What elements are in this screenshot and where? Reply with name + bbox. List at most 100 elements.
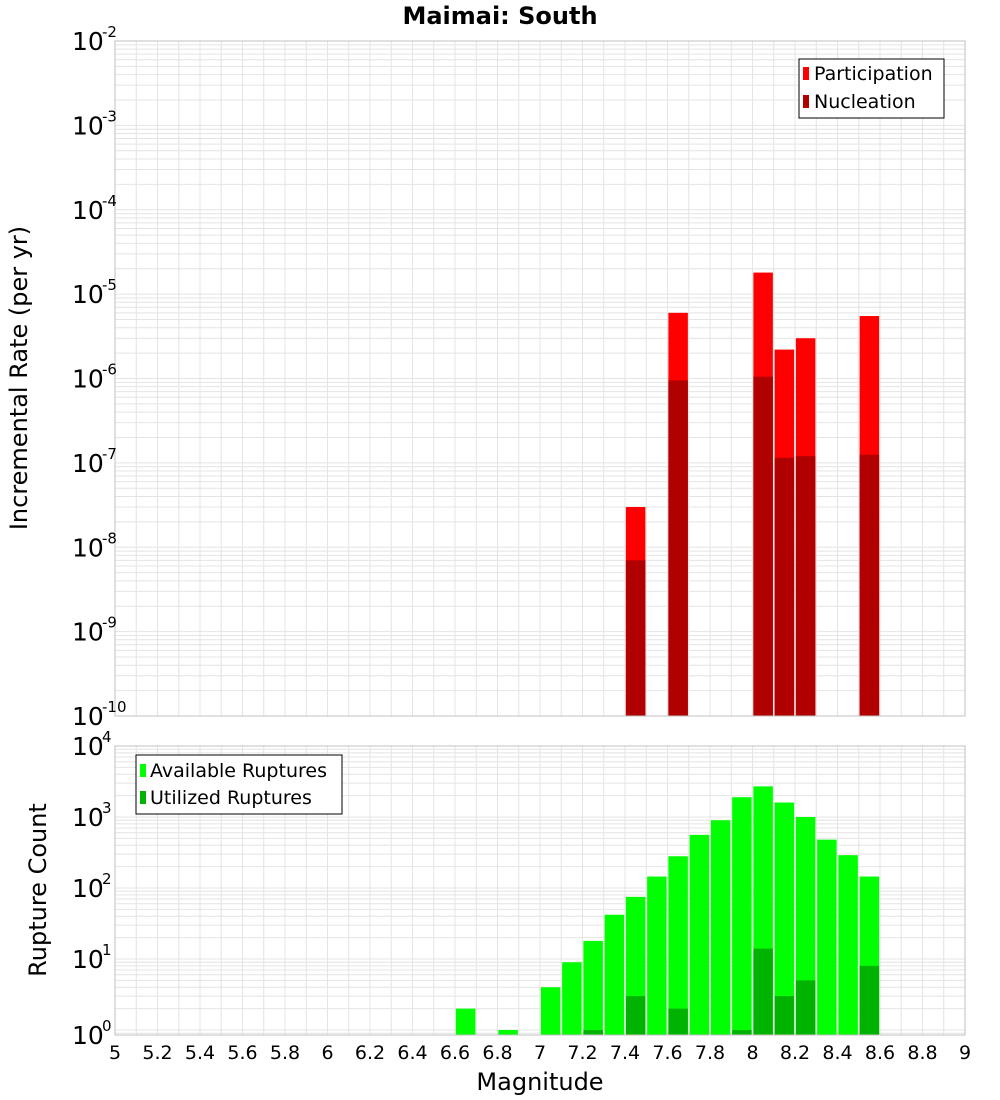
- bar-nucleation: [859, 454, 880, 716]
- x-tick-label: 7.2: [567, 1042, 597, 1064]
- legend-participation-swatch: [803, 67, 809, 80]
- y-tick-label: 10: [72, 803, 104, 832]
- bar-available: [732, 797, 752, 1035]
- y-tick-exponent: -4: [102, 192, 117, 210]
- x-tick-label: 8.8: [907, 1042, 937, 1064]
- y-tick-exponent: -5: [102, 276, 117, 294]
- x-tick-label: 6.6: [440, 1042, 470, 1064]
- bar-available: [455, 1008, 476, 1035]
- bar-nucleation: [774, 457, 795, 716]
- y-tick-label: 10: [72, 280, 104, 309]
- bar-utilized: [795, 980, 816, 1035]
- legend-nucleation-label: Nucleation: [814, 91, 916, 113]
- x-tick-label: 5.6: [227, 1042, 257, 1064]
- y-tick-label: 10: [72, 702, 104, 731]
- bar-nucleation: [668, 380, 688, 716]
- bar-available: [774, 802, 795, 1035]
- x-tick-label: 6: [321, 1042, 333, 1064]
- y-tick-label: 10: [72, 27, 104, 56]
- y-tick-exponent: -7: [102, 445, 117, 463]
- rate-plot-frame: [114, 40, 966, 717]
- y-tick-label: 10: [72, 1021, 104, 1050]
- y-tick-label: 10: [72, 874, 104, 903]
- count-bars: [455, 786, 880, 1035]
- x-tick-label: 6.8: [482, 1042, 512, 1064]
- x-tick-label: 7.4: [610, 1042, 640, 1064]
- x-tick-label: 5: [109, 1042, 121, 1064]
- y-tick-label: 10: [72, 365, 104, 394]
- x-tick-label: 5.8: [270, 1042, 300, 1064]
- bar-available: [689, 834, 710, 1035]
- legend-utilized-label: Utilized Ruptures: [150, 787, 312, 809]
- y-tick-exponent: -2: [102, 23, 117, 41]
- y-tick-exponent: 3: [102, 799, 112, 817]
- x-tick-labels: 5 5.2 5.4 5.6 5.8 6 6.2 6.4 6.6 6.8 7 7.2 7.4 7.6 7.8 8…: [109, 1042, 971, 1064]
- bar-available: [604, 914, 625, 1035]
- x-tick-label: 6.4: [397, 1042, 427, 1064]
- y-tick-label: 10: [72, 196, 104, 225]
- y-tick-exponent: 4: [102, 728, 112, 746]
- y-tick-exponent: -3: [102, 107, 117, 125]
- y-tick-label: 10: [72, 732, 104, 761]
- count-legend: Available Ruptures Utilized Ruptures: [135, 754, 343, 815]
- x-tick-label: 8.4: [822, 1042, 852, 1064]
- legend-participation-label: Participation: [814, 63, 933, 85]
- bar-nucleation: [795, 456, 816, 716]
- bar-available: [540, 987, 561, 1035]
- y-tick-label: 10: [72, 945, 104, 974]
- bar-available: [838, 855, 858, 1035]
- bar-utilized: [732, 1029, 752, 1035]
- y-tick-exponent: -6: [102, 361, 117, 379]
- rate-panel: 10-210-310-410-510-610-710-810-910-10 In…: [5, 23, 966, 731]
- bar-utilized: [583, 1029, 603, 1035]
- bar-utilized: [668, 1008, 688, 1035]
- chart-title: Maimai: South: [402, 2, 597, 30]
- y-tick-exponent: 1: [102, 941, 112, 959]
- y-tick-label: 10: [72, 533, 104, 562]
- rate-y-axis-label: Incremental Rate (per yr): [5, 226, 33, 530]
- legend-available-swatch: [140, 764, 146, 777]
- bar-utilized: [753, 948, 773, 1035]
- bar-available: [817, 839, 837, 1035]
- rate-bars: [625, 272, 880, 716]
- x-tick-label: 5.4: [185, 1042, 215, 1064]
- bar-available: [668, 856, 688, 1035]
- x-tick-label: 6.2: [355, 1042, 385, 1064]
- y-tick-exponent: -9: [102, 614, 117, 632]
- count-plot-frame: [114, 745, 966, 1036]
- rate-legend: Participation Nucleation: [798, 58, 945, 119]
- x-tick-label: 5.2: [142, 1042, 172, 1064]
- bar-utilized: [625, 996, 646, 1035]
- count-legend-box: [135, 754, 343, 815]
- x-tick-label: 8.6: [865, 1042, 895, 1064]
- y-tick-exponent: -8: [102, 529, 117, 547]
- legend-available-label: Available Ruptures: [150, 760, 327, 782]
- y-tick-label: 10: [72, 618, 104, 647]
- bar-available: [710, 820, 731, 1035]
- y-tick-label: 10: [72, 111, 104, 140]
- x-tick-label: 9: [959, 1042, 971, 1064]
- bar-utilized: [859, 965, 880, 1035]
- y-tick-exponent: 0: [102, 1017, 112, 1035]
- bar-available: [498, 1029, 518, 1035]
- bar-utilized: [774, 996, 795, 1035]
- x-tick-label: 8.2: [780, 1042, 810, 1064]
- y-tick-exponent: 2: [102, 870, 112, 888]
- x-tick-label: 7.8: [695, 1042, 725, 1064]
- x-tick-label: 7.6: [652, 1042, 682, 1064]
- x-axis-label: Magnitude: [476, 1068, 603, 1096]
- legend-nucleation-swatch: [803, 95, 809, 108]
- count-grid: [114, 745, 966, 1035]
- x-tick-label: 8: [746, 1042, 758, 1064]
- bar-nucleation: [625, 560, 646, 716]
- legend-utilized-swatch: [140, 791, 146, 804]
- y-tick-label: 10: [72, 449, 104, 478]
- bar-available: [647, 876, 667, 1035]
- rate-grid: [114, 40, 966, 717]
- x-tick-label: 7: [534, 1042, 546, 1064]
- bar-available: [562, 962, 582, 1035]
- count-y-axis-label: Rupture Count: [24, 803, 52, 977]
